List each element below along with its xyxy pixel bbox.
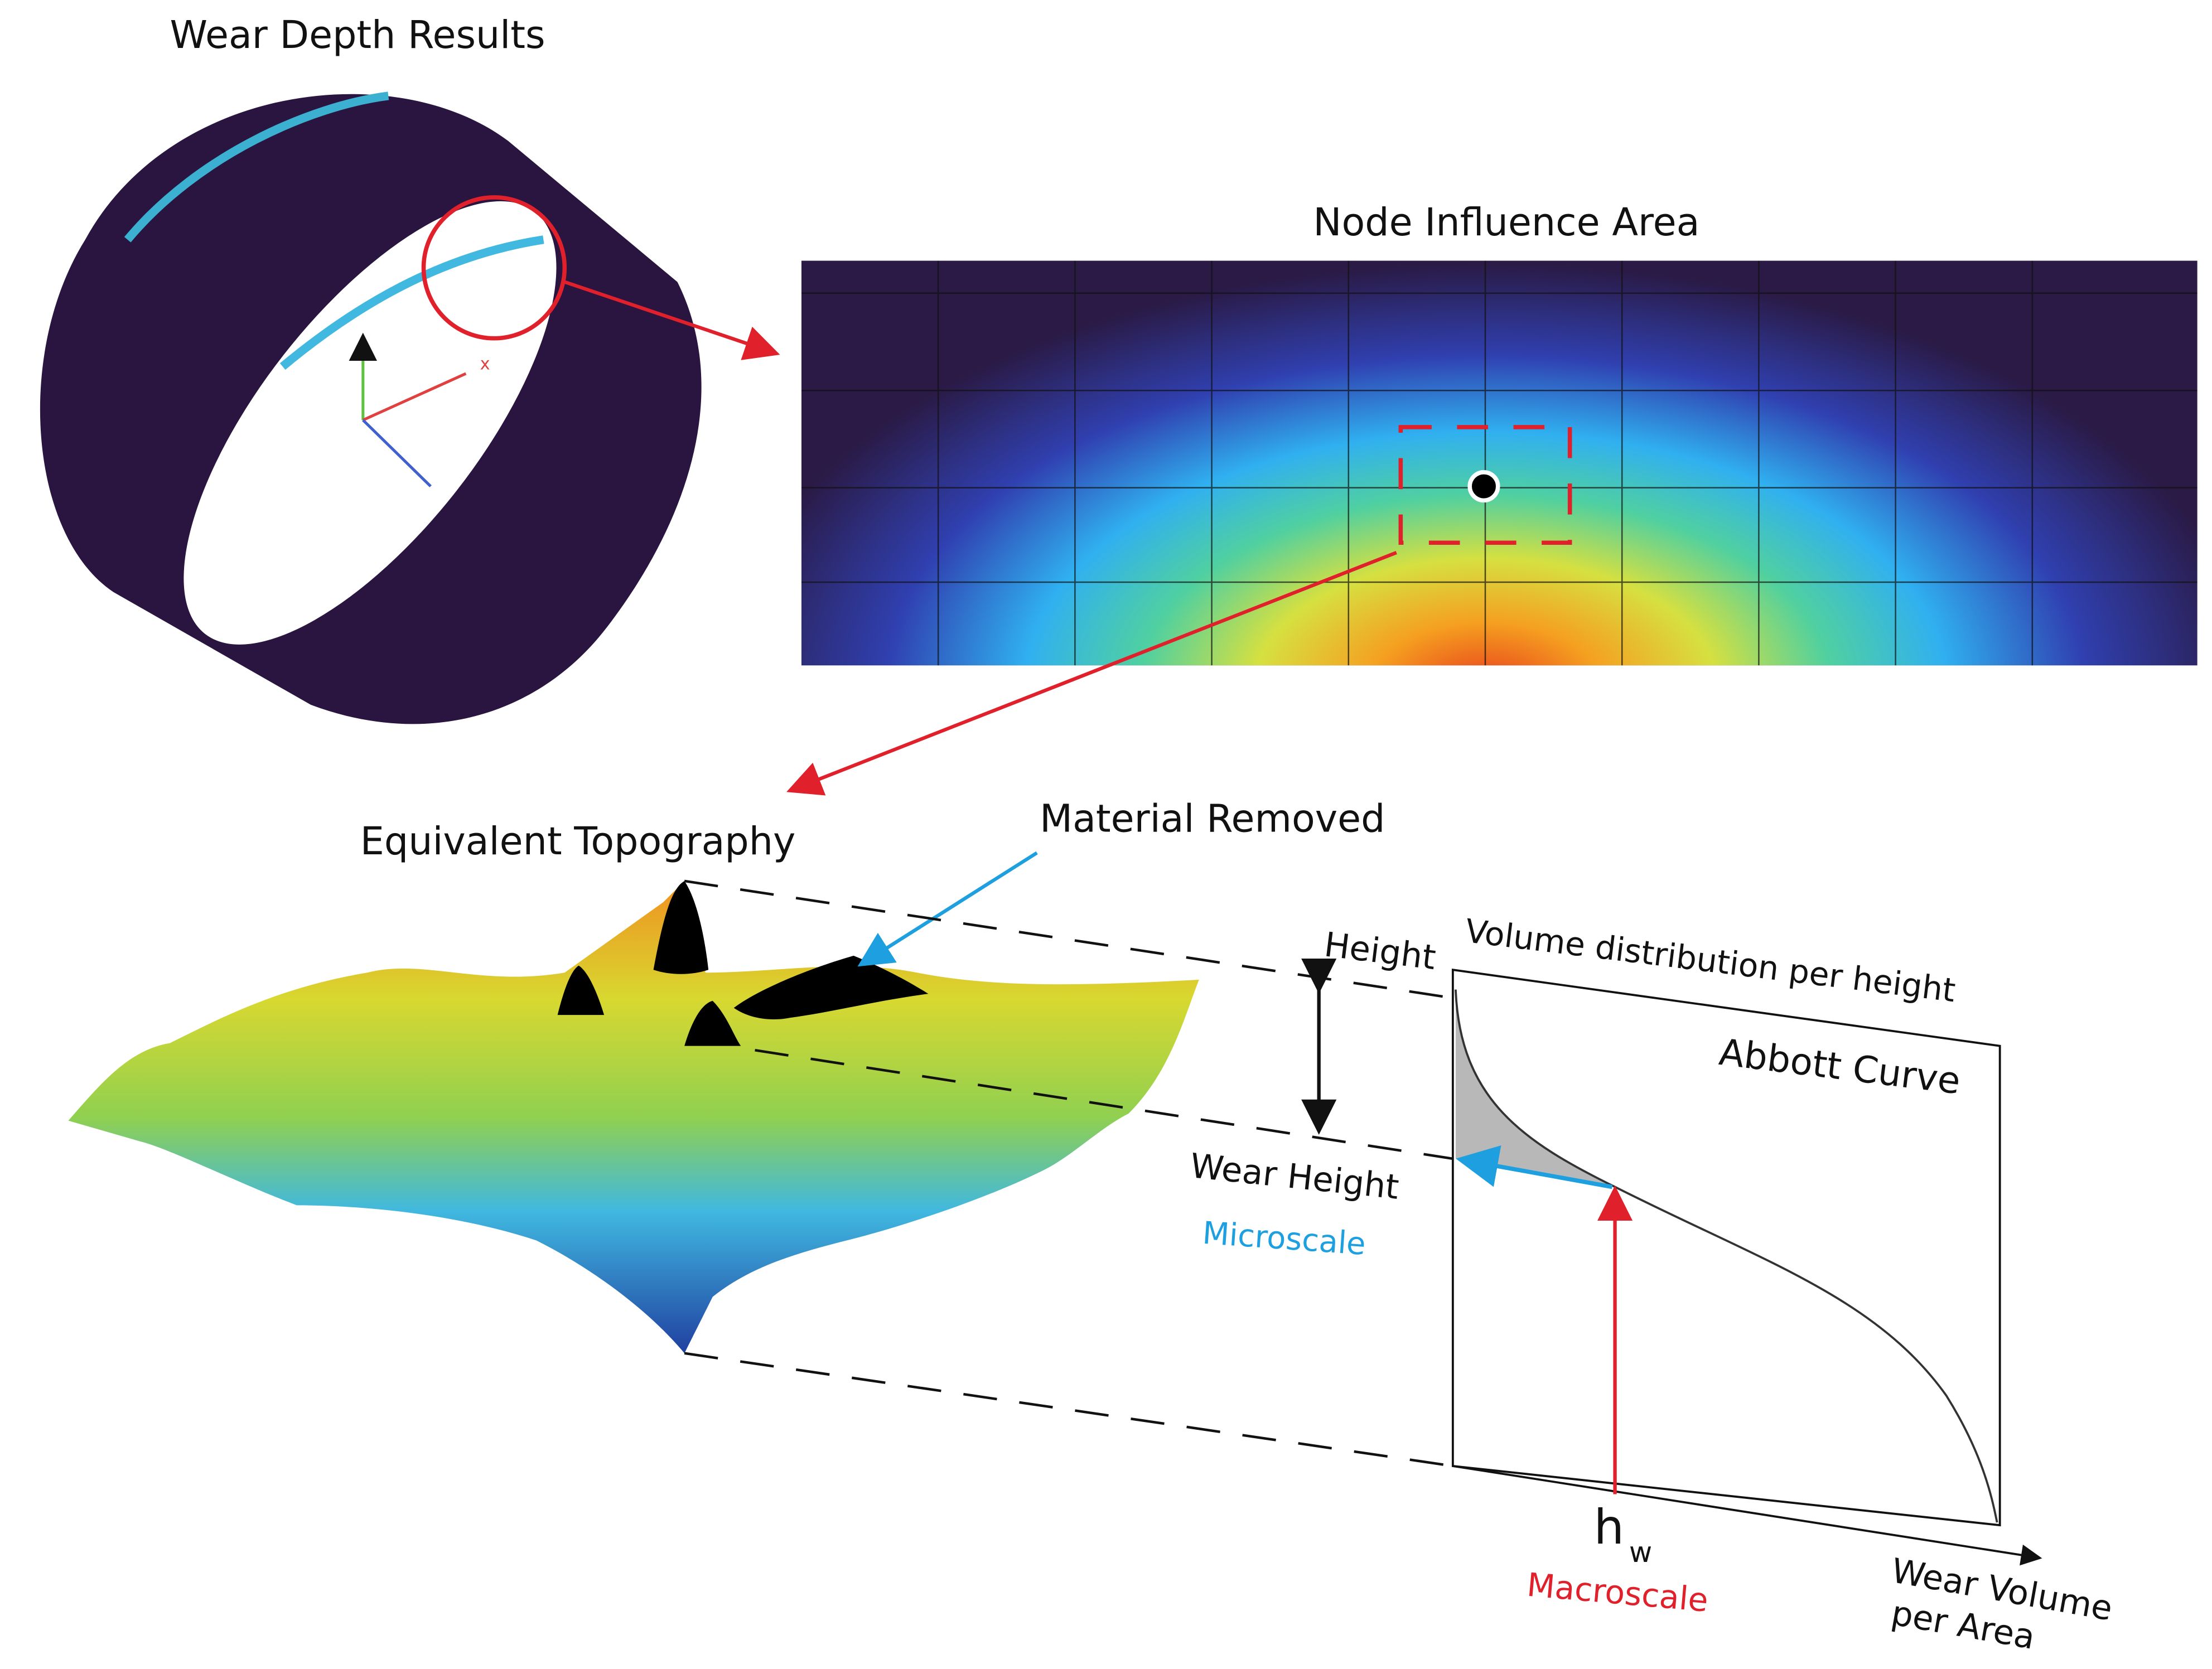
- abbott-curve: [1455, 989, 1998, 1523]
- annotation-arrow: [857, 851, 1038, 967]
- abbott-frame: [1451, 968, 2001, 1527]
- ring-wear: [124, 91, 389, 243]
- ring-title: Wear Depth Results: [170, 13, 545, 57]
- height-label: Height: [1322, 925, 1438, 978]
- hw-label: h: [1594, 1499, 1624, 1555]
- heatmap-grid: [801, 260, 2197, 666]
- removed-volume: [1455, 989, 1615, 1187]
- node: [1467, 470, 1500, 503]
- topo-title: Equivalent Topography: [360, 820, 796, 864]
- ring-inner-wear: [279, 235, 544, 370]
- highlight-circle: [421, 195, 567, 341]
- topo-annotation: Material Removed: [1040, 797, 1385, 841]
- volume-label: Volume distribution per height: [1463, 912, 1957, 1009]
- heatmap: [801, 260, 2197, 666]
- hw-subscript: w: [1629, 1536, 1652, 1569]
- wear-height-label: Wear Height: [1189, 1146, 1401, 1207]
- zoom-arrow: [564, 280, 780, 360]
- microscale-arrow: [1456, 1145, 1613, 1189]
- ring-hole: [183, 201, 557, 645]
- abbott-title: Abbott Curve: [1717, 1031, 1963, 1102]
- microscale-label: Microscale: [1201, 1215, 1367, 1262]
- node-arrow: [786, 550, 1397, 796]
- node-box: [1398, 425, 1572, 545]
- axis-x: [362, 372, 467, 422]
- topo-surface: [68, 881, 1199, 1353]
- node-title: Node Influence Area: [1313, 201, 1699, 245]
- x-axis: [1452, 1465, 2042, 1566]
- axis-z: [362, 419, 432, 487]
- macroscale-label: Macroscale: [1525, 1566, 1709, 1619]
- material-removed: [557, 881, 929, 1046]
- axis-x-label: x: [480, 354, 490, 374]
